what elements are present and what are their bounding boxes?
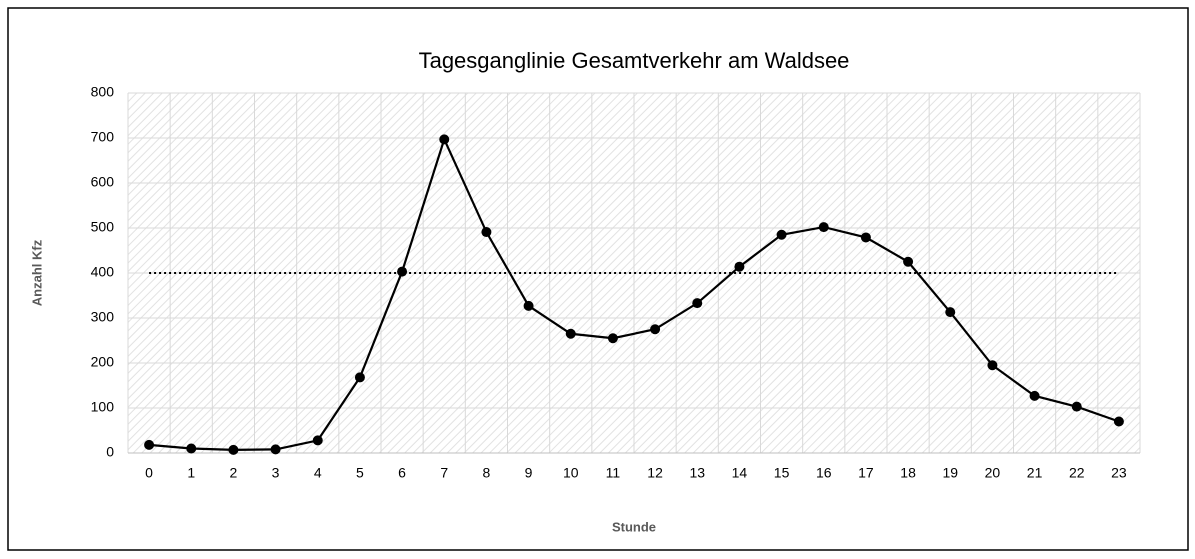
x-tick-label: 22 [1069, 465, 1085, 481]
x-tick-label: 17 [858, 465, 874, 481]
line [148, 136, 1120, 451]
marker [270, 444, 281, 455]
x-tick-label: 9 [525, 465, 533, 481]
x-axis-label: Stunde [612, 519, 656, 534]
x-tick-label: 20 [985, 465, 1001, 481]
x-tick-label: 4 [314, 465, 322, 481]
y-tick-label: 200 [91, 354, 115, 370]
x-tick-label: 12 [647, 465, 663, 481]
y-tick-label: 500 [91, 219, 115, 235]
marker [228, 444, 239, 455]
x-tick-label: 5 [356, 465, 364, 481]
marker [439, 134, 450, 145]
marker [903, 256, 914, 267]
marker [1113, 416, 1124, 427]
x-tick-label: 15 [774, 465, 790, 481]
marker [186, 443, 197, 454]
x-tick-label: 23 [1111, 465, 1127, 481]
x-tick-label: 18 [900, 465, 916, 481]
y-tick-label: 0 [106, 444, 114, 460]
x-tick-label: 2 [230, 465, 238, 481]
y-tick-label: 600 [91, 174, 115, 190]
y-axis-label: Anzahl Kfz [29, 239, 44, 306]
y-tick-label: 300 [91, 309, 115, 325]
marker [607, 333, 618, 344]
y-tick-label: 100 [91, 399, 115, 415]
marker [734, 261, 745, 272]
marker [312, 435, 323, 446]
marker [776, 229, 787, 240]
x-tick-label: 19 [942, 465, 958, 481]
marker [945, 307, 956, 318]
chart-title: Tagesganglinie Gesamtverkehr am Waldsee [419, 48, 850, 73]
x-tick-label: 8 [483, 465, 491, 481]
marker [481, 227, 492, 238]
y-tick-label: 800 [91, 84, 115, 100]
marker [354, 372, 365, 383]
marker [523, 300, 534, 311]
x-tick-label: 13 [689, 465, 705, 481]
x-tick-label: 7 [440, 465, 448, 481]
x-tick-label: 10 [563, 465, 579, 481]
x-tick-label: 6 [398, 465, 406, 481]
marker [860, 232, 871, 243]
x-tick-label: 16 [816, 465, 832, 481]
marker [1029, 390, 1040, 401]
marker [397, 266, 408, 277]
x-tick-label: 0 [145, 465, 153, 481]
marker [565, 328, 576, 339]
marker [1071, 401, 1082, 412]
marker [650, 324, 661, 335]
x-tick-label: 1 [187, 465, 195, 481]
y-tick-label: 700 [91, 129, 115, 145]
marker [987, 360, 998, 371]
marker [144, 439, 155, 450]
x-tick-label: 11 [606, 465, 621, 481]
y-tick-label: 400 [91, 264, 115, 280]
marker [818, 222, 829, 233]
x-tick-label: 14 [732, 465, 748, 481]
x-tick-label: 3 [272, 465, 280, 481]
x-tick-label: 21 [1027, 465, 1043, 481]
marker [692, 298, 703, 309]
